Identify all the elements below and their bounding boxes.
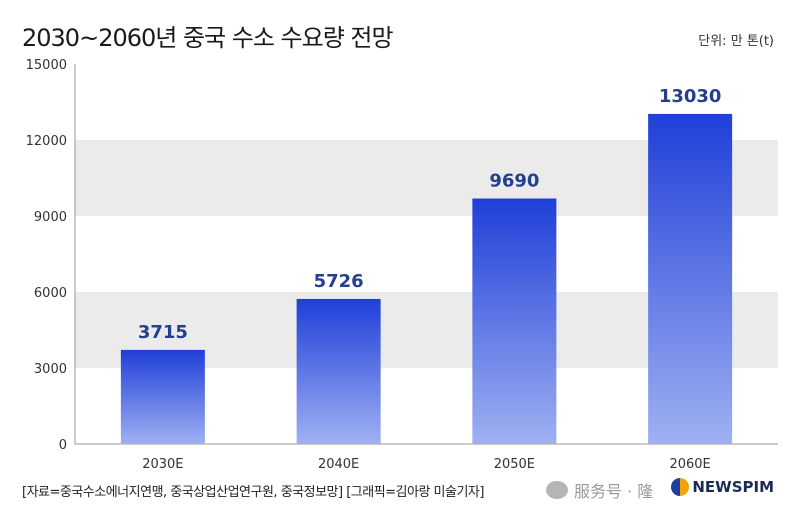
unit-label: 단위: 만 톤(t) <box>698 34 774 49</box>
bar-2060E <box>648 113 733 444</box>
bar-2030E <box>120 349 205 444</box>
newspim-logo: NEWSPIM <box>671 478 774 496</box>
data-label: 3715 <box>138 322 188 343</box>
logo-mark-icon <box>671 478 690 496</box>
wechat-icon <box>546 481 568 499</box>
data-label: 13030 <box>659 86 722 107</box>
watermark: 服务号 · 隆 <box>546 478 653 502</box>
x-tick-label: 2050E <box>494 457 535 472</box>
x-tick-label: 2030E <box>142 457 183 472</box>
x-tick-label: 2040E <box>318 457 359 472</box>
bar-2040E <box>296 298 381 444</box>
bar-2050E <box>472 198 557 444</box>
y-tick-label: 15000 <box>26 58 67 73</box>
y-tick-label: 3000 <box>34 362 67 377</box>
y-tick-label: 12000 <box>26 134 67 149</box>
source-credit: [자료=중국수소에너지연맹, 중국상업산업연구원, 중국정보망] [그래픽=김아… <box>22 485 484 500</box>
data-label: 9690 <box>489 171 539 192</box>
y-tick-label: 6000 <box>34 286 67 301</box>
logo-text: NEWSPIM <box>692 478 774 496</box>
y-tick-label: 0 <box>59 438 67 453</box>
y-tick-label: 9000 <box>34 210 67 225</box>
data-label: 5726 <box>314 271 364 292</box>
chart-title: 2030~2060년 중국 수소 수요량 전망 <box>22 24 394 52</box>
watermark-text: 服务号 · 隆 <box>574 482 654 501</box>
x-tick-label: 2060E <box>669 457 710 472</box>
